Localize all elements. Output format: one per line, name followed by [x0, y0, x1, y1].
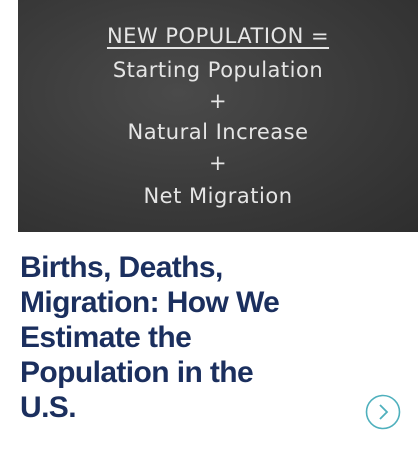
- chalkboard-image: NEW POPULATION = Starting Population + N…: [18, 0, 418, 232]
- chalk-line: Natural Increase: [18, 120, 418, 144]
- title-line[interactable]: Population in the: [20, 355, 370, 390]
- title-line[interactable]: U.S.: [20, 390, 370, 425]
- title-line[interactable]: Migration: How We: [20, 285, 370, 320]
- title-line[interactable]: Births, Deaths,: [20, 250, 370, 285]
- title-line[interactable]: Estimate the: [20, 320, 370, 355]
- chalk-plus: +: [18, 151, 418, 175]
- article-title[interactable]: Births, Deaths, Migration: How We Estima…: [20, 250, 370, 425]
- chalk-line: Net Migration: [18, 184, 418, 208]
- next-button[interactable]: [365, 394, 401, 430]
- button-circle[interactable]: [367, 396, 400, 429]
- chalk-heading: NEW POPULATION =: [18, 24, 418, 48]
- chalk-line: Starting Population: [18, 58, 418, 82]
- chalk-plus: +: [18, 89, 418, 113]
- article-card: NEW POPULATION = Starting Population + N…: [0, 0, 418, 458]
